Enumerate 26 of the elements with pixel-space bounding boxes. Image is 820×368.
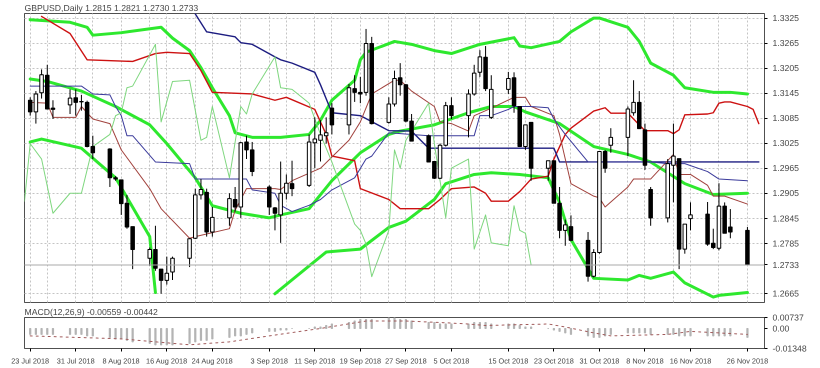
y-tick-label: 0.00737 (772, 312, 804, 322)
y-tick-label: 0.00 (772, 323, 790, 334)
candlestick (608, 128, 614, 154)
y-tick-label: 1.3145 (772, 88, 800, 98)
y-tick-label: 1.2665 (772, 288, 800, 298)
y-tick-label: 1.2785 (772, 238, 800, 248)
y-tick-label: 1.3325 (772, 13, 800, 24)
y-tick-label: 1.3025 (772, 138, 800, 148)
candlestick (170, 256, 175, 280)
candlestick (330, 102, 334, 135)
line-series (28, 16, 749, 139)
chart-title: GBPUSD,Daily 1.2815 1.2821 1.2730 1.2733 (24, 3, 198, 13)
y-tick-label: 1.3085 (772, 113, 800, 124)
y-tick-label: 1.3265 (772, 38, 800, 48)
line-series (40, 16, 760, 210)
y-tick-label: 1.3205 (772, 63, 800, 74)
y-tick-label: 1.2965 (772, 163, 800, 174)
ref-line-label: 1.2733 (772, 260, 800, 270)
y-tick-label: -0.01348 (772, 344, 807, 354)
y-tick-label: 1.2845 (772, 213, 800, 224)
line-series (24, 44, 532, 278)
candlestick (688, 202, 693, 231)
chart-title: MACD(12,26,9) -0.00559 -0.00442 (24, 307, 158, 317)
y-tick-label: 1.2905 (772, 188, 800, 198)
candlestick (267, 184, 272, 216)
line-series (30, 320, 748, 346)
